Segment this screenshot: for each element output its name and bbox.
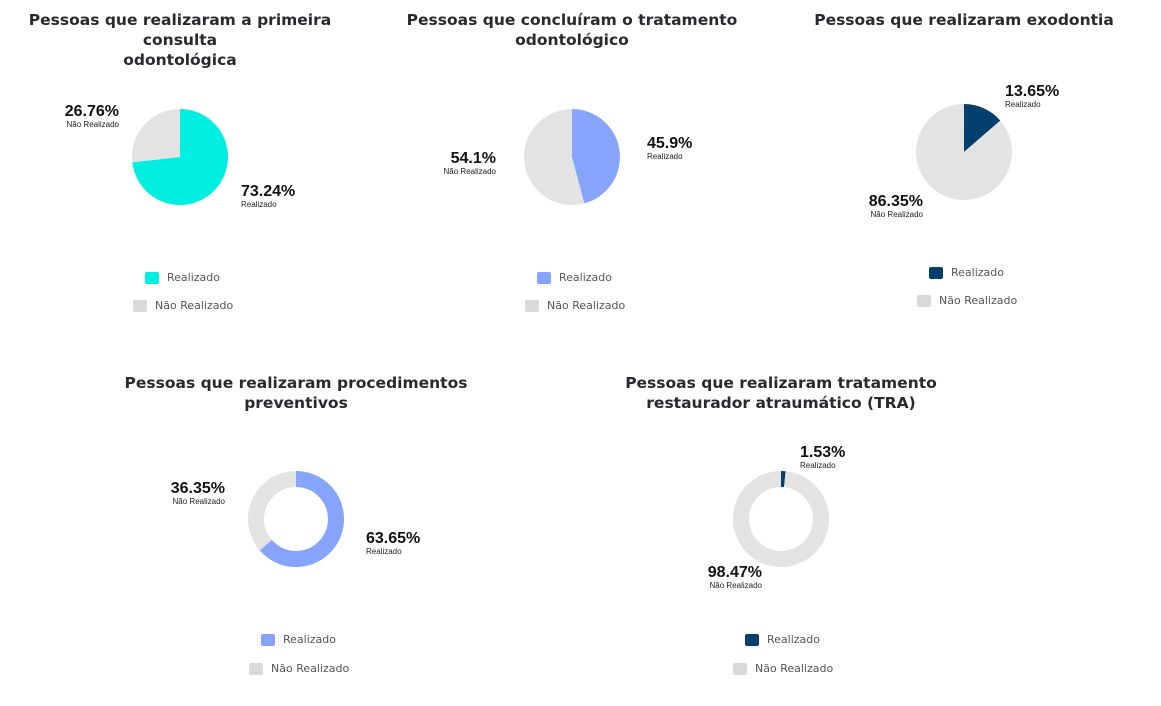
legend-label: Realizado (283, 633, 336, 646)
slice-n-o-realizado[interactable] (248, 471, 296, 551)
legend-label: Não Realizado (547, 299, 626, 312)
data-label: 63.65% Realizado (366, 530, 421, 557)
data-label-value: 63.65% (366, 530, 421, 547)
slice-realizado[interactable] (259, 471, 344, 567)
legend-swatch (525, 299, 539, 312)
data-label-value: 36.35% (170, 480, 225, 497)
slice-realizado[interactable] (132, 109, 228, 205)
data-label: 36.35% Não Realizado (170, 480, 225, 507)
data-label-category: Realizado (241, 200, 277, 209)
data-label: 13.65% Realizado (1005, 83, 1060, 110)
chart-title: Pessoas que realizaram tratamento restaur… (591, 373, 971, 413)
legend-swatch (249, 662, 263, 675)
data-label-category: Não Realizado (172, 497, 225, 506)
slice-realizado[interactable] (781, 471, 786, 488)
chart-title-line: Pessoas que realizaram procedimentos (124, 374, 468, 392)
legend-item[interactable]: Não Realizado (249, 662, 349, 675)
legend-item[interactable]: Realizado (537, 271, 612, 284)
legend-swatch (917, 294, 931, 307)
chart-title-line: preventivos (244, 394, 348, 412)
legend-swatch (537, 271, 551, 284)
data-label-category: Não Realizado (443, 167, 496, 176)
legend-label: Realizado (767, 633, 820, 646)
chart-title-line: odontológica (123, 51, 237, 69)
chart-title: Pessoas que concluíram o tratamento odont… (382, 10, 762, 50)
legend-label: Realizado (951, 266, 1004, 279)
legend-item[interactable]: Realizado (261, 633, 336, 646)
chart-title-line: Pessoas que concluíram o tratamento (406, 11, 738, 29)
data-label-value: 45.9% (647, 135, 693, 152)
data-label-category: Não Realizado (870, 210, 923, 219)
legend-label: Não Realizado (755, 662, 834, 675)
slice-n-o-realizado[interactable] (916, 104, 1013, 200)
slice-realizado[interactable] (964, 104, 1001, 152)
chart-title-line: restaurador atraumático (TRA) (646, 394, 916, 412)
data-label-category: Realizado (800, 461, 836, 470)
data-label: 73.24% Realizado (241, 183, 296, 210)
data-label-category: Realizado (366, 547, 402, 556)
slice-n-o-realizado[interactable] (132, 109, 180, 163)
data-label-value: 86.35% (868, 193, 923, 210)
data-label-category: Não Realizado (709, 581, 762, 590)
legend-item[interactable]: Não Realizado (733, 662, 833, 675)
legend-item[interactable]: Realizado (929, 266, 1004, 279)
data-label: 86.35% Não Realizado (868, 193, 923, 220)
chart-title: Pessoas que realizaram a primeira consul… (0, 10, 370, 70)
legend-item[interactable]: Não Realizado (525, 299, 625, 312)
legend-swatch (133, 299, 147, 312)
legend-swatch (261, 633, 275, 646)
data-label-category: Realizado (647, 152, 683, 161)
data-label: 98.47% Não Realizado (707, 564, 762, 591)
data-label: 26.76% Não Realizado (64, 103, 119, 130)
chart-title-line: Pessoas que realizaram a primeira consul… (28, 11, 332, 49)
legend-label: Realizado (559, 271, 612, 284)
legend-swatch (733, 662, 747, 675)
chart-title: Pessoas que realizaram exodontia (774, 10, 1154, 30)
legend-label: Realizado (167, 271, 220, 284)
legend-swatch (745, 633, 759, 646)
data-label: 1.53% Realizado (800, 444, 846, 471)
data-label-value: 13.65% (1005, 83, 1060, 100)
data-label-category: Não Realizado (66, 120, 119, 129)
slice-realizado[interactable] (572, 108, 621, 204)
data-label-value: 73.24% (241, 183, 296, 200)
chart-title-line: Pessoas que realizaram exodontia (814, 11, 1114, 29)
slice-n-o-realizado[interactable] (524, 109, 585, 206)
legend-label: Não Realizado (271, 662, 350, 675)
data-label: 54.1% Não Realizado (443, 150, 496, 177)
data-label-value: 98.47% (707, 564, 762, 581)
data-label-value: 26.76% (64, 103, 119, 120)
slice-n-o-realizado[interactable] (732, 471, 829, 567)
data-label: 45.9% Realizado (647, 135, 693, 162)
chart-title-line: odontológico (515, 31, 629, 49)
legend-item[interactable]: Realizado (145, 271, 220, 284)
legend-swatch (929, 266, 943, 279)
chart-title-line: Pessoas que realizaram tratamento (625, 374, 937, 392)
legend-item[interactable]: Não Realizado (133, 299, 233, 312)
data-label-category: Realizado (1005, 100, 1041, 109)
legend-label: Não Realizado (155, 299, 234, 312)
data-label-value: 1.53% (800, 444, 846, 461)
legend-item[interactable]: Não Realizado (917, 294, 1017, 307)
legend-swatch (145, 271, 159, 284)
chart-title: Pessoas que realizaram procedimentos prev… (106, 373, 486, 413)
data-label-value: 54.1% (450, 150, 496, 167)
legend-label: Não Realizado (939, 294, 1018, 307)
legend-item[interactable]: Realizado (745, 633, 820, 646)
